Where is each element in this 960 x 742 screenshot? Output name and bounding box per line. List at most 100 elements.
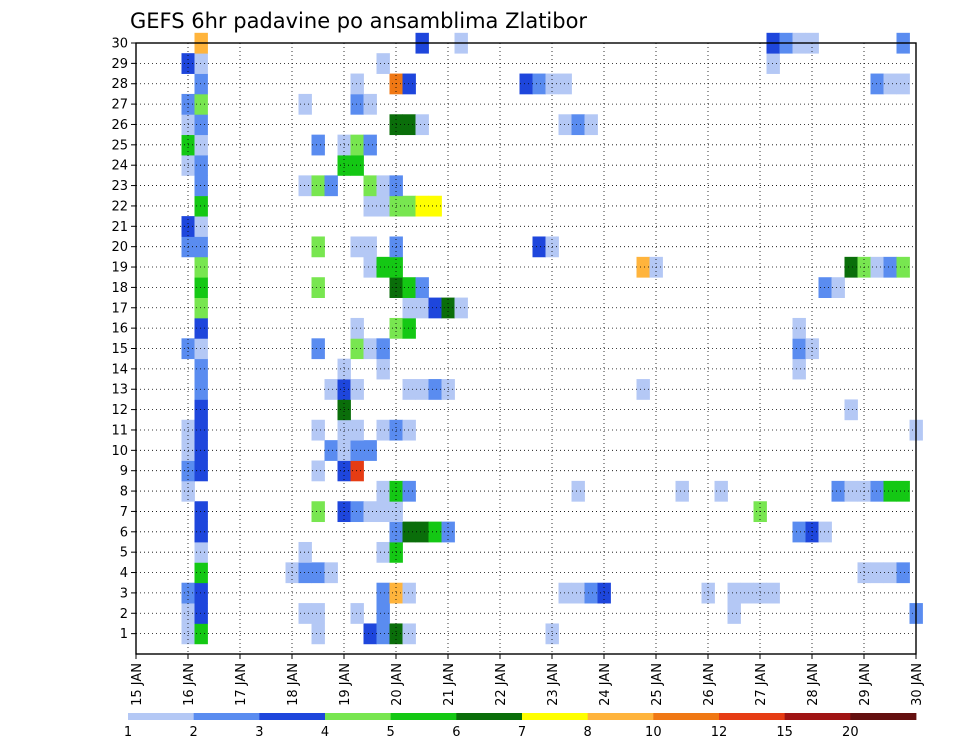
heatmap-cell [883, 562, 897, 584]
x-tick-label: 24 JAN [598, 663, 613, 706]
heatmap-cell [376, 256, 390, 278]
heatmap-cell [428, 379, 442, 400]
heatmap-cell [324, 440, 338, 461]
heatmap-cell [194, 419, 208, 441]
heatmap-cell [311, 460, 325, 482]
heatmap-cell [363, 338, 377, 360]
heatmap-cell [298, 175, 312, 197]
heatmap-cell [584, 582, 598, 604]
heatmap-cell [194, 440, 208, 461]
heatmap-cell [792, 358, 806, 380]
heatmap-cell [350, 317, 364, 339]
x-tick-label: 29 JAN [858, 663, 873, 706]
heatmap-cell [844, 399, 858, 421]
heatmap-cell [870, 562, 884, 584]
heatmap-cell [415, 521, 429, 543]
y-tick-label: 25 [111, 138, 128, 153]
heatmap-cell [350, 236, 364, 258]
y-tick-label: 4 [120, 566, 128, 581]
y-tick-label: 21 [111, 220, 128, 235]
heatmap-cell [870, 73, 884, 95]
y-tick-label: 16 [111, 322, 128, 337]
x-tick-label: 30 JAN [910, 663, 925, 706]
heatmap-cell [324, 175, 338, 197]
heatmap-cell [376, 541, 390, 563]
heatmap-cell [363, 256, 377, 278]
heatmap-cell [350, 338, 364, 360]
y-tick-label: 18 [111, 281, 128, 296]
heatmap-cell [350, 501, 364, 523]
heatmap-cell [194, 460, 208, 482]
heatmap-cell [831, 277, 845, 298]
y-tick-label: 5 [120, 546, 128, 561]
heatmap-cell [194, 236, 208, 258]
x-tick-label: 22 JAN [494, 663, 509, 706]
legend-label: 12 [711, 725, 728, 740]
heatmap-cell [350, 379, 364, 400]
heatmap-cell [363, 501, 377, 523]
x-tick-label: 17 JAN [234, 663, 249, 706]
heatmap-cell [311, 501, 325, 523]
heatmap-cell [194, 175, 208, 197]
heatmap-cell [896, 480, 910, 502]
y-tick-label: 26 [111, 118, 128, 133]
heatmap-cell [727, 582, 741, 604]
heatmap-cell [194, 358, 208, 380]
heatmap-cell [376, 623, 390, 645]
heatmap-cell [194, 256, 208, 278]
y-tick-label: 30 [111, 37, 128, 52]
chart-title: GEFS 6hr padavine po ansamblima Zlatibor [130, 9, 587, 33]
heatmap-cell [766, 582, 780, 604]
heatmap-cell [883, 256, 897, 278]
y-tick-label: 23 [111, 179, 128, 194]
heatmap-cell [571, 114, 585, 136]
legend-swatch [653, 713, 720, 720]
heatmap-cell [350, 419, 364, 441]
y-tick-label: 15 [111, 342, 128, 357]
x-tick-label: 26 JAN [702, 663, 717, 706]
heatmap-cell [194, 541, 208, 563]
heatmap-cell [298, 603, 312, 624]
heatmap-cell [792, 521, 806, 543]
y-tick-label: 3 [120, 586, 128, 601]
y-tick-label: 19 [111, 261, 128, 276]
heatmap-cell [194, 521, 208, 543]
heatmap-cell [363, 236, 377, 258]
y-tick-label: 9 [120, 464, 128, 479]
heatmap-cell [324, 379, 338, 400]
heatmap-cell [402, 114, 416, 136]
y-tick-label: 29 [111, 57, 128, 72]
heatmap-cell [350, 440, 364, 461]
y-tick-label: 13 [111, 383, 128, 398]
legend-label: 4 [321, 725, 329, 740]
heatmap-cell [376, 338, 390, 360]
legend-swatch [259, 713, 326, 720]
heatmap-cell [350, 134, 364, 156]
y-tick-label: 11 [111, 423, 128, 438]
heatmap-cell [350, 73, 364, 95]
legend-label: 10 [645, 725, 662, 740]
heatmap-cell [792, 317, 806, 339]
heatmap-cell [194, 73, 208, 95]
legend-swatch [784, 713, 851, 720]
legend-label: 5 [387, 725, 395, 740]
heatmap-cell [558, 114, 572, 136]
heatmap-cell [636, 379, 650, 400]
heatmap-cell [311, 562, 325, 584]
heatmap-cell [350, 603, 364, 624]
y-tick-label: 24 [111, 159, 128, 174]
heatmap-cell [844, 256, 858, 278]
heatmap-cell [311, 419, 325, 441]
heatmap-cell [311, 603, 325, 624]
heatmap-cell [571, 480, 585, 502]
heatmap-cell [194, 379, 208, 400]
heatmap-cell [415, 277, 429, 298]
heatmap-cell [896, 73, 910, 95]
color-legend: 1 2 3 4 5 6 7 8 10 12 15 20 [124, 713, 917, 740]
heatmap-cell [194, 501, 208, 523]
heatmap-cell [376, 419, 390, 441]
heatmap-cell [194, 277, 208, 298]
legend-label: 15 [776, 725, 793, 740]
legend-swatch [850, 713, 917, 720]
heatmap-cell [402, 73, 416, 95]
